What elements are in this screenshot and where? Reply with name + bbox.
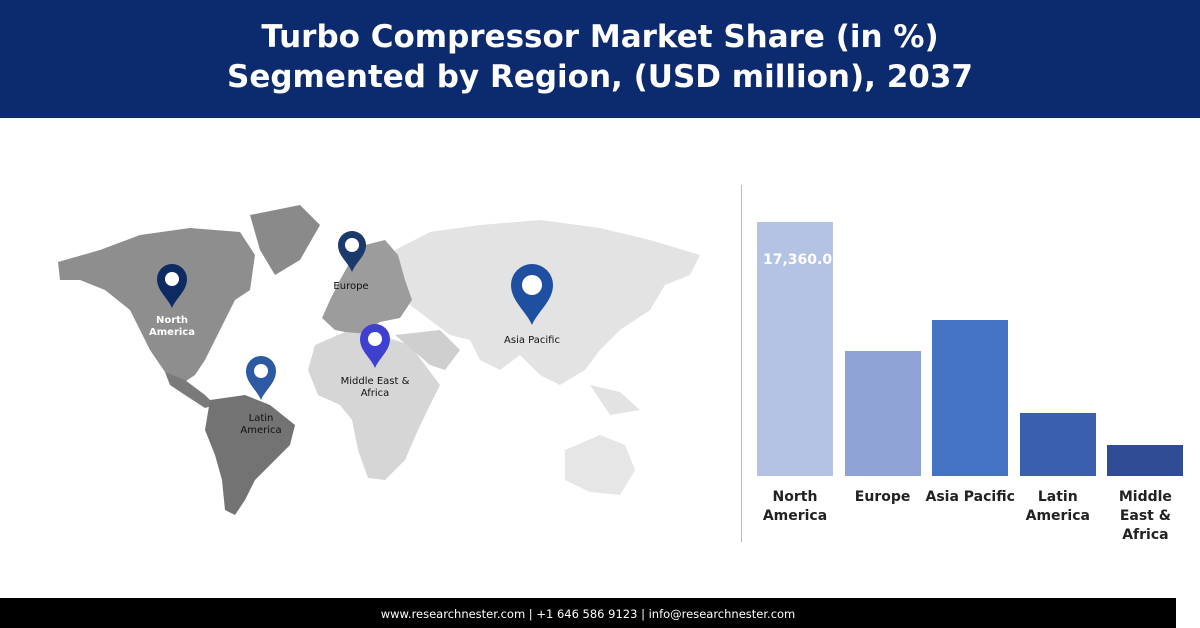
bar <box>932 320 1009 476</box>
map-label: Asia Pacific <box>504 335 560 346</box>
world-map <box>58 205 700 515</box>
title-line: Segmented by Region, (USD million), 2037 <box>227 59 973 95</box>
map-label: Middle East & Africa <box>340 376 410 399</box>
bar <box>757 222 833 476</box>
x-tick-label: North America <box>762 489 828 524</box>
bar <box>844 351 921 476</box>
x-tick-label: Europe <box>854 489 911 505</box>
value-label: 17,360.00 <box>763 252 842 268</box>
title-line: Turbo Compressor Market Share (in %) <box>261 19 939 55</box>
bar <box>1107 444 1184 476</box>
header: Turbo Compressor Market Share (in %) Seg… <box>0 0 1200 118</box>
map-label: Europe <box>333 281 369 292</box>
map-label: North America <box>149 315 195 338</box>
x-tick-label: Latin America <box>1025 489 1090 524</box>
title: Turbo Compressor Market Share (in %) Seg… <box>0 0 1200 97</box>
map-label: Latin America <box>240 413 282 436</box>
x-tick-label: Middle East & Africa <box>1118 489 1172 543</box>
x-tick-label: Asia Pacific <box>925 489 1015 505</box>
bar <box>1019 412 1096 476</box>
divider <box>741 185 742 542</box>
footer: www.researchnester.com | +1 646 586 9123… <box>0 598 1176 628</box>
